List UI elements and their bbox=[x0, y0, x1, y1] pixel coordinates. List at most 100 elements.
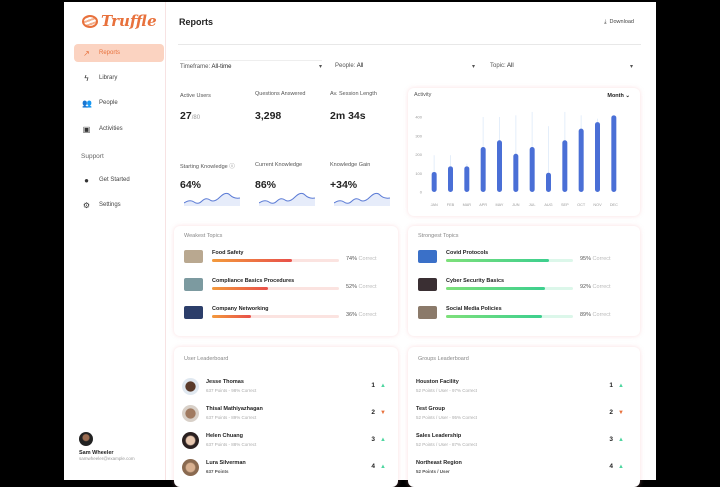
activity-bar[interactable] bbox=[529, 147, 535, 192]
filter-label: Timeframe: bbox=[180, 63, 211, 70]
topic-progress-bar bbox=[446, 287, 573, 290]
rank-number: 1 bbox=[609, 382, 614, 389]
x-tick-label: NOV bbox=[593, 203, 602, 207]
topic-percent: 36% Correct bbox=[346, 312, 377, 318]
leaderboard-stats: 637 Points - 89% Correct bbox=[206, 415, 257, 420]
activity-bar[interactable] bbox=[595, 122, 600, 192]
download-button[interactable]: ⤓ Download bbox=[604, 19, 634, 26]
topic-row[interactable]: Company Networking 36% Correct bbox=[184, 306, 384, 322]
leaderboard-name: Thisal Mathiyazhagan bbox=[206, 406, 263, 412]
topic-filter[interactable]: Topic: All ▾ bbox=[490, 60, 633, 72]
chevron-down-icon: ⌄ bbox=[625, 93, 630, 99]
info-icon[interactable]: ⓘ bbox=[229, 164, 235, 170]
sidebar-item-reports[interactable]: ↗ Reports bbox=[74, 44, 164, 62]
topic-row[interactable]: Food Safety 74% Correct bbox=[184, 250, 384, 266]
rank: 2 ▼ bbox=[371, 409, 386, 416]
sparkline bbox=[334, 192, 390, 206]
sidebar-item-activities[interactable]: ▣ Activities bbox=[74, 120, 164, 138]
topic-percent: 89% Correct bbox=[580, 312, 611, 318]
trend-icon: ↗ bbox=[83, 48, 90, 58]
percent-value: 95% bbox=[580, 256, 592, 262]
topic-name: Compliance Basics Procedures bbox=[212, 278, 295, 284]
section-title: Strongest Topics bbox=[418, 233, 459, 239]
people-filter[interactable]: People: All ▾ bbox=[335, 60, 475, 72]
activity-range-line bbox=[548, 126, 549, 192]
x-tick-label: MAY bbox=[496, 203, 504, 207]
gear-icon: ⚙ bbox=[82, 200, 91, 210]
percent-value: 89% bbox=[580, 312, 592, 318]
stat-value: +34% bbox=[330, 179, 358, 191]
support-heading: Support bbox=[81, 153, 104, 160]
topic-progress-fill bbox=[212, 259, 292, 262]
y-tick-label: 0 bbox=[420, 190, 423, 195]
topic-row[interactable]: Cyber Security Basics 92% Correct bbox=[418, 278, 618, 294]
x-tick-label: FEB bbox=[447, 203, 455, 207]
leaderboard-row[interactable]: Sales Leadership 52 Points / User - 87% C… bbox=[416, 431, 624, 451]
sidebar-item-library[interactable]: ϟ Library bbox=[74, 69, 164, 87]
topic-progress-bar bbox=[212, 259, 339, 262]
activity-bar[interactable] bbox=[513, 153, 519, 192]
activity-bar[interactable] bbox=[497, 140, 502, 192]
percent-value: 92% bbox=[580, 284, 592, 290]
topic-percent: 92% Correct bbox=[580, 284, 611, 290]
stat-value: 2m 34s bbox=[330, 110, 366, 122]
arrow-up-icon: ▲ bbox=[618, 463, 624, 470]
rank: 3 ▲ bbox=[609, 436, 624, 443]
topic-progress-bar bbox=[446, 315, 573, 318]
leaderboard-row[interactable]: Lura Silverman 637 Points 4 ▲ bbox=[182, 458, 386, 478]
sparkline bbox=[259, 192, 315, 206]
section-title: Groups Leaderboard bbox=[418, 356, 469, 362]
topic-row[interactable]: Social Media Policies 89% Correct bbox=[418, 306, 618, 322]
sidebar-item-label: Library bbox=[99, 75, 118, 81]
topic-row[interactable]: Covid Protocols 95% Correct bbox=[418, 250, 618, 266]
sidebar-item-get-started[interactable]: ● Get Started bbox=[74, 171, 164, 189]
sparkline bbox=[184, 192, 240, 206]
activity-bar[interactable] bbox=[448, 166, 453, 192]
filter-label: Topic: bbox=[490, 63, 506, 69]
topic-name: Cyber Security Basics bbox=[446, 278, 505, 284]
topic-row[interactable]: Compliance Basics Procedures 52% Correct bbox=[184, 278, 384, 294]
activity-card: Activity Month ⌄ 0 100 200 300 400 JAN FEB MAR A… bbox=[408, 88, 640, 216]
caret-down-icon: ▾ bbox=[629, 63, 633, 70]
activity-bar[interactable] bbox=[480, 147, 486, 192]
leaderboard-row[interactable]: Northeast Region 52 Points / User 4 ▲ bbox=[416, 458, 624, 478]
rank: 1 ▲ bbox=[371, 382, 386, 389]
activity-bar[interactable] bbox=[464, 166, 470, 192]
topic-name: Company Networking bbox=[212, 306, 269, 312]
leaderboard-row[interactable]: Helen Chuang 637 Points - 88% Correct 3 ▲ bbox=[182, 431, 386, 451]
leaderboard-row[interactable]: Jesse Thomas 637 Points - 98% Correct 1 ▲ bbox=[182, 377, 386, 397]
x-tick-label: MAR bbox=[463, 203, 472, 207]
rank-number: 2 bbox=[371, 409, 376, 416]
leaderboard-row[interactable]: Houston Facility 52 Points / User - 97% C… bbox=[416, 377, 624, 397]
timeframe-filter[interactable]: Timeframe: All-time ▾ bbox=[180, 60, 322, 72]
leaderboard-row[interactable]: Thisal Mathiyazhagan 637 Points - 89% Cor… bbox=[182, 404, 386, 424]
topic-name: Social Media Policies bbox=[446, 306, 502, 312]
sidebar-item-settings[interactable]: ⚙ Settings bbox=[74, 196, 164, 214]
topic-progress-fill bbox=[212, 287, 269, 290]
stat-label: Starting Knowledge ⓘ bbox=[180, 162, 235, 170]
period-value: Month bbox=[607, 93, 624, 99]
period-select[interactable]: Month ⌄ bbox=[607, 93, 630, 99]
download-icon: ⤓ bbox=[604, 19, 607, 25]
activity-bar[interactable] bbox=[611, 115, 617, 192]
leaderboard-row[interactable]: Test Group 52 Points / User - 95% Correct… bbox=[416, 404, 624, 424]
user-profile[interactable]: Sam Wheeler samwheeler@example.com bbox=[79, 432, 135, 461]
activity-bar[interactable] bbox=[546, 172, 551, 192]
activity-title: Activity bbox=[414, 92, 432, 98]
stat-value: 3,298 bbox=[255, 110, 282, 122]
sidebar-item-people[interactable]: 👥 People bbox=[74, 94, 164, 112]
sidebar-item-label: Settings bbox=[99, 202, 121, 208]
percent-suffix: Correct bbox=[358, 284, 377, 290]
activity-bar[interactable] bbox=[562, 140, 568, 192]
percent-suffix: Correct bbox=[592, 312, 611, 318]
leaderboard-name: Test Group bbox=[416, 406, 445, 412]
strongest-topics-card: Strongest Topics Covid Protocols 95% Corr… bbox=[408, 226, 640, 336]
leaderboard-stats: 52 Points / User - 95% Correct bbox=[416, 415, 478, 420]
user-name: Sam Wheeler bbox=[79, 450, 114, 456]
stat-value: 27/80 bbox=[180, 110, 200, 122]
filter-value: All bbox=[356, 63, 364, 69]
activity-bar[interactable] bbox=[578, 128, 584, 192]
truffle-logo[interactable]: Truffle bbox=[82, 12, 157, 30]
filter-value: All-time bbox=[211, 63, 232, 70]
activity-bar[interactable] bbox=[431, 171, 437, 192]
